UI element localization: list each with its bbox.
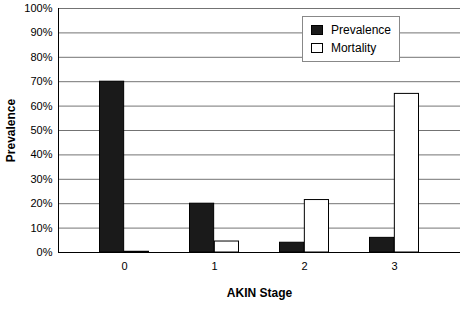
svg-text:0%: 0% [37,246,53,258]
svg-text:AKIN Stage: AKIN Stage [227,286,293,300]
svg-text:0: 0 [121,260,127,272]
svg-text:40%: 40% [30,148,52,160]
svg-text:1: 1 [211,260,217,272]
svg-text:3: 3 [391,260,397,272]
svg-text:Prevalence: Prevalence [4,98,18,162]
svg-text:70%: 70% [30,75,52,87]
svg-text:10%: 10% [30,222,52,234]
svg-text:100%: 100% [24,2,52,14]
svg-text:80%: 80% [30,51,52,63]
html-text:Mortality: Mortality [331,41,377,55]
svg-text:2: 2 [301,260,307,272]
svg-text:90%: 90% [30,26,52,38]
svg-text:20%: 20% [30,197,52,209]
svg-text:30%: 30% [30,173,52,185]
svg-text:60%: 60% [30,100,52,112]
svg-text:50%: 50% [30,124,52,136]
html-text:Prevalence: Prevalence [331,23,391,37]
